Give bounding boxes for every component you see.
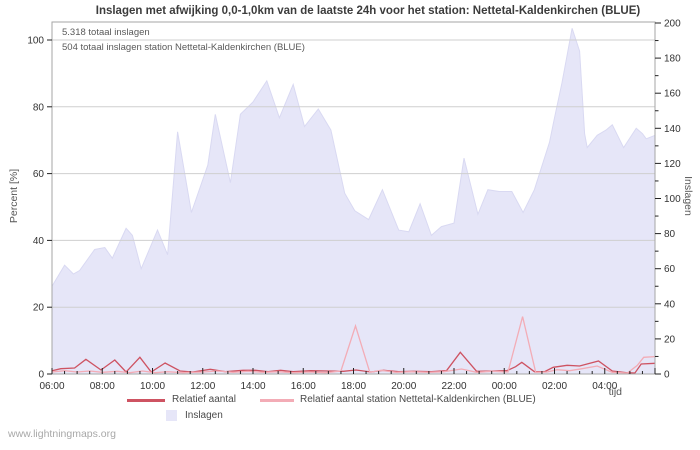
left-axis-tick-label: 0 — [38, 370, 44, 381]
x-axis-tick-label: 12:00 — [190, 381, 215, 392]
chart-title: Inslagen met afwijking 0,0-1,0km van de … — [95, 5, 641, 17]
legend-label-relatief-aantal: Relatief aantal — [172, 394, 236, 405]
annotation-station-total-strikes: 504 totaal inslagen station Nettetal-Kal… — [62, 42, 305, 53]
area-series-inslagen — [51, 28, 656, 375]
right-axis-tick-label: 200 — [664, 19, 681, 30]
footer-link[interactable]: www.lightningmaps.org — [8, 428, 116, 440]
left-axis-tick-label: 80 — [33, 102, 45, 113]
left-axis-tick-label: 60 — [33, 169, 45, 180]
left-axis-title: Percent [%] — [8, 168, 20, 224]
right-axis-title: Inslagen — [682, 176, 694, 216]
right-axis-tick-label: 140 — [664, 124, 681, 135]
right-axis-tick-label: 0 — [664, 370, 670, 381]
x-axis-tick-label: 06:00 — [39, 381, 64, 392]
left-axis-tick-label: 40 — [33, 236, 45, 247]
line-series-1 — [51, 316, 656, 374]
x-axis-title: tijd — [608, 386, 622, 398]
legend-label-relatief-aantal-station: Relatief aantal station Nettetal-Kaldenk… — [300, 394, 536, 405]
right-axis-tick-label: 40 — [664, 299, 676, 310]
x-axis-tick-label: 02:00 — [542, 381, 567, 392]
legend-swatch-relatief-aantal — [127, 399, 165, 402]
line-series-0 — [51, 351, 656, 374]
left-axis-tick-label: 100 — [27, 36, 44, 47]
right-axis-tick-label: 160 — [664, 89, 681, 100]
left-axis-tick-label: 20 — [33, 303, 45, 314]
x-axis-tick-label: 16:00 — [291, 381, 316, 392]
x-axis-tick-label: 00:00 — [492, 381, 517, 392]
x-axis-tick-label: 04:00 — [592, 381, 617, 392]
right-axis-tick-label: 120 — [664, 159, 681, 170]
legend-swatch-inslagen — [166, 410, 177, 421]
x-axis-tick-label: 20:00 — [391, 381, 416, 392]
legend-label-inslagen: Inslagen — [185, 410, 223, 421]
right-axis-tick-label: 80 — [664, 229, 676, 240]
right-axis-tick-label: 20 — [664, 334, 676, 345]
right-axis-tick-label: 180 — [664, 54, 681, 65]
x-axis-tick-label: 14:00 — [240, 381, 265, 392]
x-axis-tick-label: 18:00 — [341, 381, 366, 392]
x-axis-tick-label: 10:00 — [140, 381, 165, 392]
x-axis-tick-label: 08:00 — [90, 381, 115, 392]
legend-swatch-relatief-aantal-station — [260, 399, 294, 402]
right-axis-tick-label: 60 — [664, 264, 676, 275]
right-axis-tick-label: 100 — [664, 194, 681, 205]
x-axis-tick-label: 22:00 — [441, 381, 466, 392]
annotation-total-strikes: 5.318 totaal inslagen — [62, 27, 150, 38]
